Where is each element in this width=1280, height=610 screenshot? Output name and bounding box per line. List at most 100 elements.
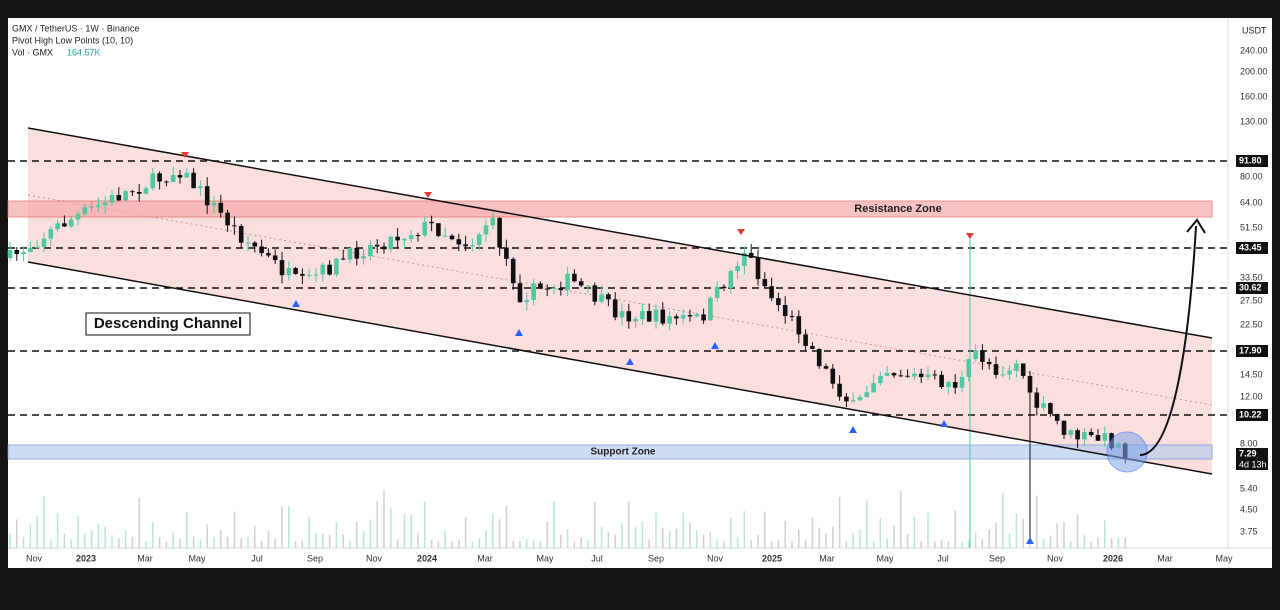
candle-body	[810, 345, 815, 349]
candle-body	[980, 350, 985, 362]
candle-body	[504, 247, 509, 259]
price-axis: 240.00 200.00 160.00 130.00 80.00 64.00 51.50 3…	[26, 45, 1268, 563]
candle-body	[28, 247, 33, 252]
price-tick: 64.00	[1240, 197, 1263, 207]
candle-body	[272, 255, 278, 261]
price-tick: 130.00	[1240, 116, 1268, 126]
candle-body	[966, 359, 972, 378]
candle-body	[776, 298, 781, 306]
time-label: 2026	[1103, 553, 1123, 563]
candle-body	[694, 314, 700, 317]
candle-body	[123, 191, 128, 201]
candle-body	[538, 283, 543, 289]
candle-body	[143, 188, 149, 194]
time-label: Mar	[477, 553, 493, 563]
candle-body	[1041, 403, 1046, 408]
candle-body	[490, 218, 496, 226]
candle-body	[1075, 430, 1080, 440]
resistance-label: Resistance Zone	[854, 203, 941, 215]
time-label: May	[876, 553, 894, 563]
candle-body	[96, 205, 101, 207]
candle-body	[789, 316, 795, 318]
candle-body	[993, 364, 999, 375]
candle-body	[871, 383, 876, 393]
candle-body	[640, 311, 645, 320]
candle-body	[599, 294, 604, 302]
price-tick: 8.00	[1240, 438, 1258, 448]
candle-body	[572, 273, 577, 282]
candle-body	[932, 374, 938, 376]
candle-body	[946, 382, 951, 388]
candle-body	[313, 274, 319, 276]
candle-body	[184, 172, 190, 178]
candle-body	[408, 235, 414, 239]
volume-value: 164.57K	[67, 47, 101, 57]
candle-body	[844, 396, 849, 402]
candle-body	[476, 234, 482, 245]
time-label: Mar	[1157, 553, 1173, 563]
level-label: 43.45	[1239, 242, 1262, 252]
candle-body	[211, 202, 217, 206]
candle-body	[517, 283, 523, 303]
candle-body	[1088, 431, 1094, 436]
candle-body	[959, 377, 965, 388]
candle-body	[62, 223, 67, 227]
time-label: May	[536, 553, 554, 563]
level-label: 10.22	[1239, 409, 1262, 419]
price-tick: 14.50	[1240, 369, 1263, 379]
candle-body	[422, 221, 428, 236]
candle-body	[769, 286, 774, 299]
candle-body	[626, 311, 632, 322]
candle-body	[388, 236, 394, 250]
candle-body	[565, 273, 570, 291]
candle-body	[198, 186, 203, 189]
candle-body	[300, 273, 305, 276]
candle-body	[41, 238, 47, 247]
candle-body	[585, 285, 591, 287]
price-tick: 27.50	[1240, 295, 1263, 305]
support-label: Support Zone	[591, 447, 656, 458]
candle-body	[708, 297, 713, 321]
candle-body	[721, 286, 727, 289]
price-tick: 51.50	[1240, 222, 1263, 232]
candle-body	[463, 244, 468, 247]
candle-body	[442, 235, 448, 237]
candle-body	[381, 246, 387, 250]
candle-body	[245, 242, 251, 244]
time-label: Jul	[591, 553, 603, 563]
arrow-head	[1186, 218, 1206, 234]
candle-body	[395, 236, 400, 241]
time-label: Mar	[819, 553, 835, 563]
time-label: Nov	[366, 553, 383, 563]
time-label: Sep	[307, 553, 323, 563]
candle-body	[89, 206, 94, 208]
candle-body	[939, 374, 944, 388]
channel-upper	[27, 127, 1213, 339]
time-label: Jul	[937, 553, 949, 563]
candle-body	[619, 311, 625, 318]
candle-body	[320, 264, 326, 275]
candle-body	[456, 239, 462, 245]
channel-label: Descending Channel	[94, 315, 242, 332]
candle-body	[368, 244, 373, 257]
candle-body	[857, 397, 863, 401]
candle-body	[714, 286, 720, 298]
candle-body	[952, 382, 958, 388]
countdown: 4d 13h	[1239, 459, 1267, 469]
candle-body	[150, 173, 156, 189]
candle-body	[191, 172, 196, 189]
candle-body	[918, 373, 924, 378]
candle-body	[483, 225, 489, 235]
candle-body	[82, 207, 88, 214]
candle-body	[306, 274, 312, 276]
candle-body	[354, 247, 360, 259]
candle-body	[136, 191, 142, 194]
candle-body	[225, 212, 230, 226]
candle-body	[544, 288, 550, 290]
candle-body	[830, 368, 836, 384]
candle-body	[252, 242, 258, 247]
candle-body	[402, 238, 407, 241]
candle-body	[728, 271, 734, 289]
candle-body	[436, 223, 441, 236]
